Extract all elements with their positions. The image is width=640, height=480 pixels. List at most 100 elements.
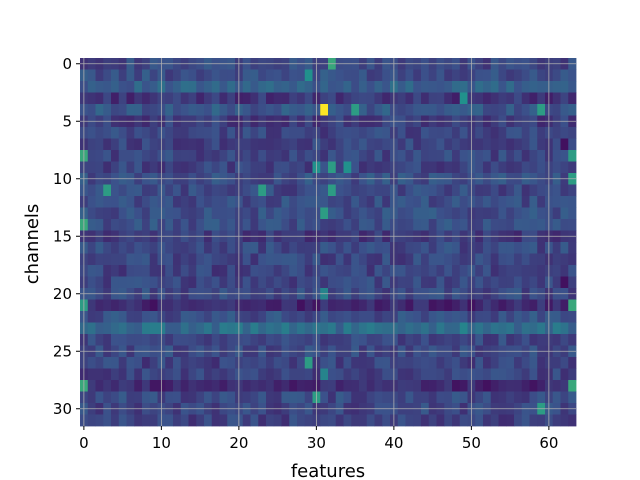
heatmap-cell bbox=[483, 357, 492, 369]
heatmap-cell bbox=[405, 242, 414, 254]
heatmap-cell bbox=[483, 391, 492, 404]
heatmap-cell bbox=[498, 207, 507, 220]
heatmap-cell bbox=[227, 92, 236, 105]
heatmap-cell bbox=[351, 219, 360, 231]
heatmap-cell bbox=[343, 368, 352, 381]
heatmap-cell bbox=[428, 391, 437, 404]
heatmap-cell bbox=[165, 253, 174, 266]
heatmap-cell bbox=[204, 414, 213, 427]
heatmap-cell bbox=[180, 150, 189, 162]
heatmap-cell bbox=[304, 242, 313, 254]
heatmap-cell bbox=[118, 196, 127, 208]
heatmap-cell bbox=[149, 207, 158, 220]
heatmap-cell bbox=[490, 414, 499, 427]
x-tick-label: 50 bbox=[462, 434, 481, 452]
heatmap-cell bbox=[382, 104, 391, 116]
heatmap-cell bbox=[428, 322, 437, 335]
heatmap-cell bbox=[320, 334, 329, 346]
heatmap-cell bbox=[204, 161, 213, 174]
heatmap-cell bbox=[560, 81, 569, 93]
heatmap-cell bbox=[498, 69, 507, 82]
heatmap-cell bbox=[196, 184, 205, 197]
heatmap-cell bbox=[118, 242, 127, 254]
heatmap-cell bbox=[514, 104, 523, 116]
heatmap-cell bbox=[382, 81, 391, 93]
heatmap-cell bbox=[111, 127, 120, 139]
heatmap-cell bbox=[421, 368, 430, 381]
heatmap-cell bbox=[281, 207, 290, 220]
heatmap-cell bbox=[242, 69, 251, 82]
heatmap-cell bbox=[87, 81, 96, 93]
heatmap-cell bbox=[242, 81, 251, 93]
heatmap-cell bbox=[266, 414, 275, 427]
heatmap-cell bbox=[359, 253, 368, 266]
heatmap-cell bbox=[289, 184, 298, 197]
heatmap-cell bbox=[374, 265, 383, 277]
heatmap-cell bbox=[529, 311, 538, 323]
heatmap-cell bbox=[320, 92, 329, 105]
heatmap-cell bbox=[506, 414, 515, 427]
heatmap-cell bbox=[219, 322, 228, 335]
heatmap-cell bbox=[297, 276, 306, 289]
heatmap-cell bbox=[568, 265, 577, 277]
heatmap-cell bbox=[483, 184, 492, 197]
heatmap-cell bbox=[111, 242, 120, 254]
heatmap-cell bbox=[211, 380, 220, 392]
heatmap-cell bbox=[258, 207, 267, 220]
heatmap-cell bbox=[304, 69, 313, 82]
heatmap-cell bbox=[436, 219, 445, 231]
heatmap-cell bbox=[188, 150, 197, 162]
heatmap-cell bbox=[374, 207, 383, 220]
heatmap-cell bbox=[103, 368, 112, 381]
heatmap-cell bbox=[444, 391, 453, 404]
heatmap-cell bbox=[281, 69, 290, 82]
heatmap-cell bbox=[227, 265, 236, 277]
heatmap-cell bbox=[149, 104, 158, 116]
heatmap-cell bbox=[297, 81, 306, 93]
heatmap-cell bbox=[134, 219, 143, 231]
heatmap-cell bbox=[436, 414, 445, 427]
heatmap-cell bbox=[111, 334, 120, 346]
heatmap-cell bbox=[320, 207, 329, 220]
heatmap-cell bbox=[258, 299, 267, 312]
heatmap-cell bbox=[366, 184, 375, 197]
heatmap-cell bbox=[552, 414, 561, 427]
heatmap-cell bbox=[366, 380, 375, 392]
heatmap-cell bbox=[382, 265, 391, 277]
heatmap-cell bbox=[514, 196, 523, 208]
heatmap-cell bbox=[405, 265, 414, 277]
heatmap-cell bbox=[204, 311, 213, 323]
heatmap-cell bbox=[359, 69, 368, 82]
heatmap-cell bbox=[529, 380, 538, 392]
heatmap-cell bbox=[382, 311, 391, 323]
heatmap-cell bbox=[343, 357, 352, 369]
heatmap-cell bbox=[475, 265, 484, 277]
heatmap-cell bbox=[149, 127, 158, 139]
heatmap-cell bbox=[87, 265, 96, 277]
heatmap-cell bbox=[421, 391, 430, 404]
heatmap-cell bbox=[281, 81, 290, 93]
heatmap-cell bbox=[165, 69, 174, 82]
heatmap-cell bbox=[103, 196, 112, 208]
heatmap-cell bbox=[498, 104, 507, 116]
heatmap-cell bbox=[281, 380, 290, 392]
heatmap-cell bbox=[351, 334, 360, 346]
y-tick-label: 20 bbox=[53, 285, 72, 303]
heatmap-cell bbox=[149, 391, 158, 404]
heatmap-cell bbox=[180, 138, 189, 151]
heatmap-cell bbox=[111, 368, 120, 381]
heatmap-cell bbox=[250, 161, 259, 174]
heatmap-cell bbox=[335, 207, 344, 220]
heatmap-cell bbox=[514, 184, 523, 197]
heatmap-cell bbox=[413, 184, 422, 197]
heatmap-cell bbox=[421, 81, 430, 93]
heatmap-cell bbox=[188, 322, 197, 335]
heatmap-cell bbox=[382, 380, 391, 392]
heatmap-cell bbox=[126, 322, 135, 335]
heatmap-cell bbox=[436, 138, 445, 151]
heatmap-cell bbox=[219, 414, 228, 427]
heatmap-cell bbox=[165, 104, 174, 116]
heatmap-cell bbox=[111, 391, 120, 404]
heatmap-cell bbox=[87, 184, 96, 197]
heatmap-cell bbox=[126, 253, 135, 266]
